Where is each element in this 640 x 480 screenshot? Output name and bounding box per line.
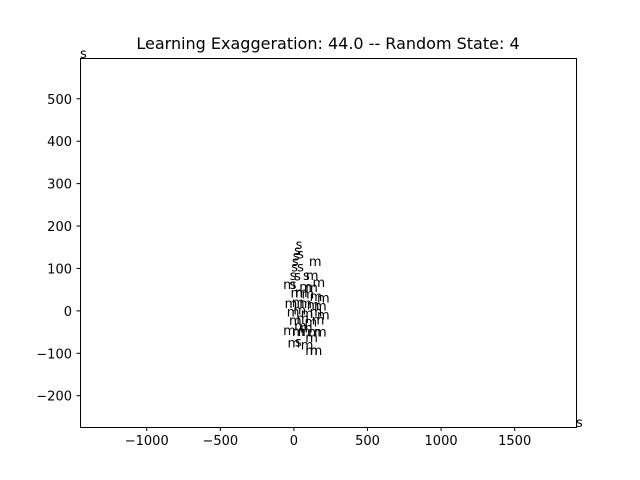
- point-label: m: [299, 297, 312, 312]
- point-label: m: [317, 309, 330, 324]
- point-label: m: [313, 276, 326, 291]
- x-tick-label: 500: [355, 434, 380, 449]
- point-label: m: [296, 312, 309, 327]
- axis-ticks-group: −1000 −500 0 500 1000 1500−200−10001002003004…: [36, 93, 531, 449]
- point-label: m: [301, 307, 314, 322]
- x-tick-label: −1000: [125, 434, 169, 449]
- point-label: s: [293, 249, 300, 264]
- point-label: m: [307, 299, 320, 314]
- point-label: m: [317, 292, 330, 307]
- point-label: m: [289, 314, 302, 329]
- point-label: s: [80, 47, 87, 62]
- point-label: m: [310, 306, 323, 321]
- point-label: m: [283, 278, 296, 293]
- y-tick-label: −200: [36, 390, 72, 405]
- point-label: m: [308, 326, 321, 341]
- point-label: s: [294, 244, 301, 259]
- point-label: m: [299, 280, 312, 295]
- point-label: m: [287, 306, 300, 321]
- point-label: m: [292, 296, 305, 311]
- point-label: m: [312, 313, 325, 328]
- point-label: s: [290, 278, 297, 293]
- point-label: m: [305, 344, 318, 359]
- point-label: m: [291, 287, 304, 302]
- y-tick-label: 100: [47, 262, 72, 277]
- x-tick-label: −500: [202, 434, 238, 449]
- x-tick-label: 1000: [425, 434, 458, 449]
- point-label: m: [285, 297, 298, 312]
- point-label: m: [293, 304, 306, 319]
- point-label: s: [576, 416, 583, 431]
- plot-frame: [80, 58, 577, 428]
- point-label: s: [296, 238, 303, 253]
- point-label: m: [298, 325, 311, 340]
- point-label: s: [303, 269, 310, 284]
- point-label: m: [305, 316, 318, 331]
- point-label: s: [297, 260, 304, 275]
- point-label: s: [294, 270, 301, 285]
- point-label: m: [300, 321, 313, 336]
- y-tick-label: 300: [47, 178, 72, 193]
- point-label: m: [294, 320, 307, 335]
- y-tick-label: 400: [47, 135, 72, 150]
- x-tick-label: 1500: [498, 434, 531, 449]
- point-label: m: [305, 281, 318, 296]
- point-label: s: [297, 248, 304, 263]
- point-label: s: [295, 335, 302, 350]
- point-label: m: [295, 286, 308, 301]
- point-label: s: [290, 269, 297, 284]
- x-tick-label: 0: [290, 434, 298, 449]
- point-label: m: [301, 338, 314, 353]
- y-tick-label: 200: [47, 220, 72, 235]
- point-label: m: [310, 344, 323, 359]
- point-label: m: [310, 290, 323, 305]
- y-tick-label: −100: [36, 347, 72, 362]
- point-label: s: [291, 260, 298, 275]
- point-label: m: [302, 288, 315, 303]
- point-label: m: [309, 255, 322, 270]
- point-label: m: [314, 299, 327, 314]
- point-label: m: [288, 337, 301, 352]
- chart-title: Learning Exaggeration: 44.0 -- Random St…: [136, 34, 519, 53]
- point-label: m: [292, 325, 305, 340]
- point-label: m: [314, 326, 327, 341]
- y-tick-label: 0: [64, 305, 72, 320]
- point-label: m: [306, 269, 319, 284]
- point-label: m: [305, 331, 318, 346]
- point-label: m: [283, 324, 296, 339]
- y-tick-label: 500: [47, 93, 72, 108]
- point-label: s: [292, 255, 299, 270]
